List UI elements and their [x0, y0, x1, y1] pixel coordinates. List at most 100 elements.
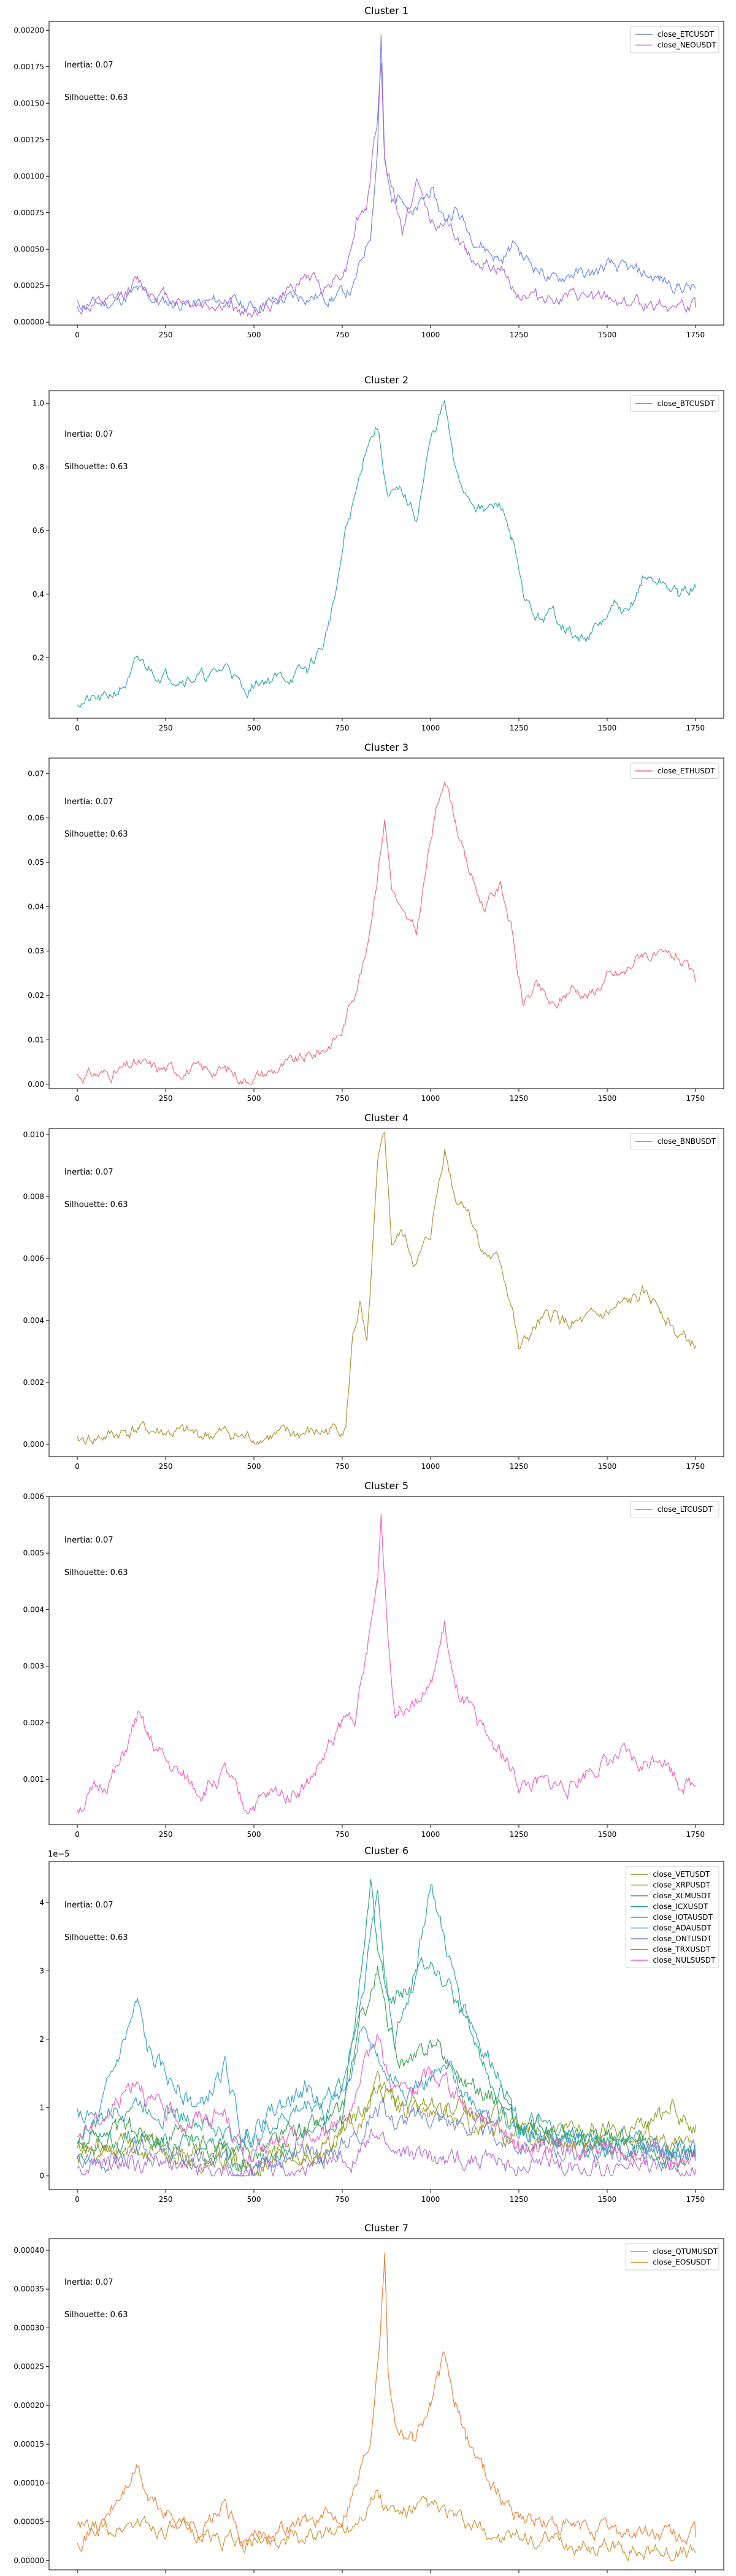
y-tick-label: 0.00075: [13, 209, 44, 217]
y-tick-label: 0.04: [28, 902, 44, 911]
y-tick-label: 0.00175: [13, 63, 44, 71]
legend-entry: close_BNBUSDT: [657, 1137, 716, 1146]
series-line: [77, 2096, 696, 2177]
series-line: [77, 781, 696, 1086]
plot-frame: [48, 757, 724, 1089]
x-tick-label: 1000: [421, 1462, 440, 1471]
series-line: [77, 1132, 696, 1446]
y-tick-label: 0.05: [28, 858, 44, 867]
y-tick-label: 0.00125: [13, 136, 44, 144]
series-line: [77, 63, 696, 318]
x-tick-label: 1500: [598, 1830, 617, 1839]
plot-frame: [48, 1496, 724, 1825]
annotation-text: Inertia: 0.07: [64, 430, 113, 439]
series-line: [77, 1884, 696, 2160]
annotation-text: Inertia: 0.07: [64, 61, 113, 70]
annotation-text: Silhouette: 0.63: [64, 830, 128, 839]
y-tick-label: 0.006: [23, 1492, 44, 1501]
x-tick-label: 750: [335, 1462, 350, 1471]
legend-box: [630, 1133, 719, 1149]
y-tick-label: 0.005: [23, 1549, 44, 1557]
chart-panel-1: Cluster 1 0 250 500 750 1000 1250 1500 1750 0.000…: [13, 5, 724, 339]
x-tick-label: 1500: [598, 331, 617, 339]
y-tick-label: 0.00150: [13, 99, 44, 107]
plot-frame: [48, 21, 724, 326]
series-line: [77, 1514, 696, 1815]
x-tick-label: 1250: [510, 2195, 529, 2204]
series-line: [77, 1966, 696, 2167]
y-tick-label: 0.00: [28, 1080, 44, 1089]
legend-entry: close_LTCUSDT: [657, 1505, 713, 1514]
y-tick-label: 0.6: [33, 526, 44, 535]
series-line: [77, 2034, 696, 2169]
legend-entry: close_ICXUSDT: [653, 1903, 708, 1911]
annotation-text: Silhouette: 0.63: [64, 1200, 128, 1209]
x-tick-label: 250: [159, 1094, 173, 1103]
annotation-text: Silhouette: 0.63: [64, 1933, 128, 1942]
x-tick-label: 1750: [686, 2195, 705, 2204]
y-tick-label: 0.4: [33, 590, 44, 599]
y-tick-label: 0.00035: [13, 2285, 44, 2293]
annotation-text: Silhouette: 0.63: [64, 2310, 128, 2320]
y-tick-label: 0.00025: [13, 2363, 44, 2371]
annotation-text: Inertia: 0.07: [64, 797, 113, 807]
y-tick-label: 0.010: [23, 1130, 44, 1139]
annotation-text: Inertia: 0.07: [64, 1536, 113, 1545]
legend-entry: close_XLMUSDT: [653, 1892, 711, 1900]
chart-panel-7: Cluster 7025050075010001250150017500.000…: [13, 2222, 724, 2576]
x-tick-label: 500: [247, 2195, 261, 2204]
series-line: [77, 1879, 696, 2173]
legend-box: [630, 26, 719, 53]
y-tick-label: 0.00010: [13, 2478, 44, 2487]
y-tick-label: 0.07: [28, 769, 44, 778]
y-tick-label: 0.004: [23, 1316, 44, 1325]
chart-panel-3: Cluster 3 0 250 500 750 1000 1250 1500 1750 0.00 0…: [28, 742, 724, 1103]
x-tick-label: 1500: [598, 2195, 617, 2204]
legend-entry: close_EOSUSDT: [653, 2258, 711, 2267]
series-line: [77, 2070, 696, 2176]
chart-panel-6: Cluster 6 1e−5 0 250 500 750 1000 1250 1500 1750 0…: [39, 1845, 724, 2204]
x-tick-label: 1250: [510, 331, 529, 339]
y-axis-multiplier: 1e−5: [48, 1850, 69, 1859]
annotation-text: Silhouette: 0.63: [64, 462, 128, 472]
x-tick-label: 1500: [598, 1462, 617, 1471]
x-tick-label: 1750: [686, 331, 705, 339]
y-tick-label: 0.003: [23, 1662, 44, 1671]
x-tick-label: 1500: [598, 724, 617, 732]
chart-title: Cluster 3: [364, 742, 408, 753]
x-tick-label: 1000: [421, 2195, 440, 2204]
y-tick-label: 0.02: [28, 991, 44, 1000]
plot-frame: [48, 1128, 724, 1457]
y-tick-label: 0.01: [28, 1035, 44, 1044]
x-tick-label: 0: [75, 724, 80, 732]
x-tick-label: 750: [335, 724, 350, 732]
chart-panel-5: Cluster 5 0 250 500 750 1000 1250 1500 1750 0.001…: [23, 1480, 724, 1839]
x-tick-label: 1750: [686, 724, 705, 732]
x-tick-label: 500: [247, 1830, 261, 1839]
y-tick-label: 0.00050: [13, 245, 44, 253]
legend-entry: close_NEOUSDT: [657, 41, 717, 50]
chart-title: Cluster 1: [364, 5, 408, 17]
x-tick-label: 500: [247, 724, 261, 732]
annotation-text: Silhouette: 0.63: [64, 1568, 128, 1577]
annotation-text: Inertia: 0.07: [64, 1168, 113, 1177]
y-tick-label: 0.00040: [13, 2246, 44, 2255]
y-tick-label: 0.00025: [13, 282, 44, 290]
x-tick-label: 0: [75, 1830, 80, 1839]
y-tick-label: 0.006: [23, 1254, 44, 1263]
y-tick-label: 0.004: [23, 1605, 44, 1614]
x-tick-label: 750: [335, 331, 350, 339]
y-tick-label: 0: [39, 2172, 44, 2180]
chart-title: Cluster 4: [364, 1112, 408, 1124]
plot-frame: [48, 390, 724, 719]
y-tick-label: 0.002: [23, 1719, 44, 1727]
x-tick-label: 750: [335, 1094, 350, 1103]
x-tick-label: 250: [159, 1462, 173, 1471]
y-tick-label: 1.0: [33, 399, 44, 408]
annotation-text: Inertia: 0.07: [64, 1901, 113, 1910]
legend-entry: close_ONTUSDT: [653, 1934, 711, 1943]
y-tick-label: 0.00000: [13, 2556, 44, 2565]
annotation-text: Silhouette: 0.63: [64, 93, 128, 102]
y-tick-label: 3: [39, 1966, 44, 1975]
series-line: [77, 2084, 696, 2177]
